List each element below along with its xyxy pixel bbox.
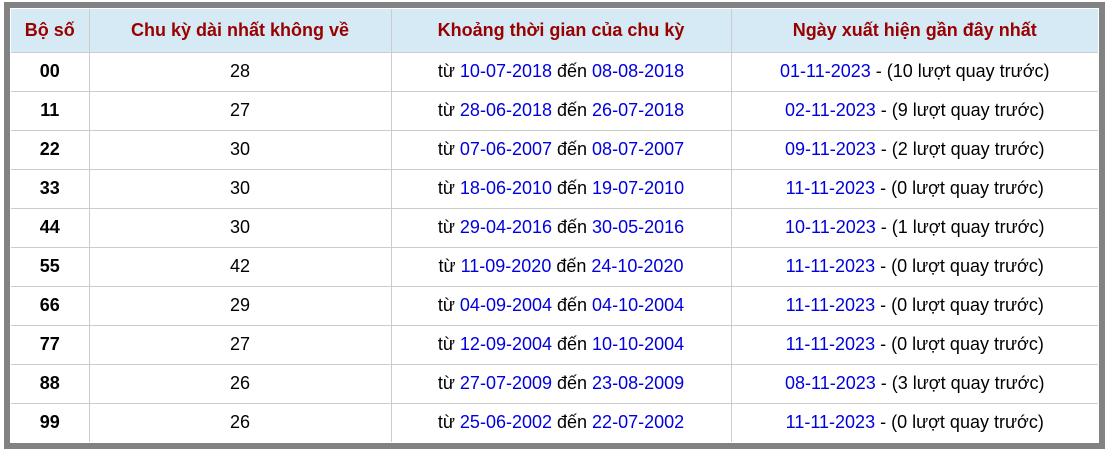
col-header-pair: Bộ số [11, 9, 90, 53]
pair-cell: 99 [11, 402, 90, 442]
pair-cell: 00 [11, 51, 90, 92]
last-seen-cell: 09-11-2023 - (2 lượt quay trước) [730, 129, 1098, 170]
pair-cell: 88 [11, 363, 90, 404]
cycle-range-cell: từ 28-06-2018 đến 26-07-2018 [390, 90, 732, 131]
table-row: 22 30 từ 07-06-2007 đến 08-07-2007 09-11-20… [11, 129, 1098, 170]
cycle-range-cell: từ 10-07-2018 đến 08-08-2018 [390, 51, 732, 92]
longest-cycle-table: Bộ số Chu kỳ dài nhất không về Khoảng th… [11, 9, 1098, 442]
last-date-link[interactable]: 09-11-2023 [785, 139, 876, 159]
to-date-link[interactable]: 08-08-2018 [592, 61, 685, 81]
last-date-link[interactable]: 11-11-2023 [785, 334, 876, 354]
to-date-link[interactable]: 23-08-2009 [592, 373, 685, 393]
longest-cycle-cell: 28 [88, 51, 392, 92]
table-row: 33 30 từ 18-06-2010 đến 19-07-2010 11-11-20… [11, 168, 1098, 209]
col-header-cycle-range: Khoảng thời gian của chu kỳ [390, 9, 732, 53]
table-row: 00 28 từ 10-07-2018 đến 08-08-2018 01-11-20… [11, 51, 1098, 92]
pair-cell: 66 [11, 285, 90, 326]
to-date-link[interactable]: 24-10-2020 [591, 256, 684, 276]
last-date-link[interactable]: 08-11-2023 [785, 373, 876, 393]
last-seen-cell: 02-11-2023 - (9 lượt quay trước) [730, 90, 1098, 131]
cycle-range-cell: từ 07-06-2007 đến 08-07-2007 [390, 129, 732, 170]
from-date-link[interactable]: 07-06-2007 [459, 139, 552, 159]
table-row: 11 27 từ 28-06-2018 đến 26-07-2018 02-11-20… [11, 90, 1098, 131]
from-date-link[interactable]: 11-09-2020 [460, 256, 552, 276]
table-row: 44 30 từ 29-04-2016 đến 30-05-2016 10-11-20… [11, 207, 1098, 248]
pair-cell: 22 [11, 129, 90, 170]
pair-cell: 33 [11, 168, 90, 209]
last-seen-cell: 11-11-2023 - (0 lượt quay trước) [730, 285, 1098, 326]
from-date-link[interactable]: 12-09-2004 [459, 334, 552, 354]
last-date-link[interactable]: 11-11-2023 [785, 295, 876, 315]
table-row: 77 27 từ 12-09-2004 đến 10-10-2004 11-11-20… [11, 324, 1098, 365]
longest-cycle-cell: 30 [88, 129, 392, 170]
from-date-link[interactable]: 25-06-2002 [459, 412, 552, 433]
longest-cycle-cell: 30 [88, 207, 392, 248]
pair-cell: 11 [11, 90, 90, 131]
last-seen-cell: 01-11-2023 - (10 lượt quay trước) [730, 51, 1098, 92]
longest-cycle-cell: 29 [88, 285, 392, 326]
from-date-link[interactable]: 27-07-2009 [459, 373, 552, 393]
pair-cell: 77 [11, 324, 90, 365]
from-date-link[interactable]: 18-06-2010 [459, 178, 552, 198]
pair-cell: 44 [11, 207, 90, 248]
longest-cycle-cell: 30 [88, 168, 392, 209]
to-date-link[interactable]: 10-10-2004 [592, 334, 685, 354]
last-date-link[interactable]: 11-11-2023 [785, 178, 876, 198]
to-date-link[interactable]: 19-07-2010 [592, 178, 685, 198]
cycle-range-cell: từ 11-09-2020 đến 24-10-2020 [390, 246, 732, 287]
last-date-link[interactable]: 02-11-2023 [785, 100, 876, 120]
cycle-range-cell: từ 27-07-2009 đến 23-08-2009 [390, 363, 732, 404]
table-row: 55 42 từ 11-09-2020 đến 24-10-2020 11-11-20… [11, 246, 1098, 287]
from-date-link[interactable]: 28-06-2018 [459, 100, 552, 120]
table-header-row: Bộ số Chu kỳ dài nhất không về Khoảng th… [11, 9, 1098, 53]
longest-cycle-cell: 26 [88, 363, 392, 404]
table-row: 99 26 từ 25-06-2002 đến 22-07-2002 11-11-20… [11, 402, 1098, 442]
cycle-range-cell: từ 25-06-2002 đến 22-07-2002 [390, 402, 732, 442]
longest-cycle-cell: 27 [88, 90, 392, 131]
last-seen-cell: 08-11-2023 - (3 lượt quay trước) [730, 363, 1098, 404]
from-date-link[interactable]: 04-09-2004 [459, 295, 552, 315]
last-seen-cell: 10-11-2023 - (1 lượt quay trước) [730, 207, 1098, 248]
last-date-link[interactable]: 10-11-2023 [785, 217, 876, 237]
to-date-link[interactable]: 30-05-2016 [592, 217, 685, 237]
longest-cycle-cell: 26 [88, 402, 392, 442]
cycle-range-cell: từ 29-04-2016 đến 30-05-2016 [390, 207, 732, 248]
to-date-link[interactable]: 22-07-2002 [592, 412, 685, 433]
table-row: 88 26 từ 27-07-2009 đến 23-08-2009 08-11-20… [11, 363, 1098, 404]
longest-cycle-cell: 27 [88, 324, 392, 365]
last-date-link[interactable]: 01-11-2023 [780, 61, 871, 81]
cycle-range-cell: từ 18-06-2010 đến 19-07-2010 [390, 168, 732, 209]
table-row: 66 29 từ 04-09-2004 đến 04-10-2004 11-11-20… [11, 285, 1098, 326]
cycle-range-cell: từ 12-09-2004 đến 10-10-2004 [390, 324, 732, 365]
last-seen-cell: 11-11-2023 - (0 lượt quay trước) [730, 168, 1098, 209]
cycle-range-cell: từ 04-09-2004 đến 04-10-2004 [390, 285, 732, 326]
pair-cell: 55 [11, 246, 90, 287]
last-date-link[interactable]: 11-11-2023 [785, 256, 876, 276]
last-seen-cell: 11-11-2023 - (0 lượt quay trước) [730, 402, 1098, 442]
last-seen-cell: 11-11-2023 - (0 lượt quay trước) [730, 246, 1098, 287]
last-seen-cell: 11-11-2023 - (0 lượt quay trước) [730, 324, 1098, 365]
lottery-cycle-table-frame: Bộ số Chu kỳ dài nhất không về Khoảng th… [4, 2, 1105, 449]
to-date-link[interactable]: 04-10-2004 [592, 295, 685, 315]
longest-cycle-cell: 42 [88, 246, 392, 287]
to-date-link[interactable]: 08-07-2007 [592, 139, 685, 159]
from-date-link[interactable]: 29-04-2016 [459, 217, 552, 237]
to-date-link[interactable]: 26-07-2018 [592, 100, 685, 120]
last-date-link[interactable]: 11-11-2023 [785, 412, 876, 433]
col-header-last-seen: Ngày xuất hiện gần đây nhất [730, 9, 1098, 53]
col-header-longest-cycle: Chu kỳ dài nhất không về [88, 9, 392, 53]
from-date-link[interactable]: 10-07-2018 [459, 61, 552, 81]
